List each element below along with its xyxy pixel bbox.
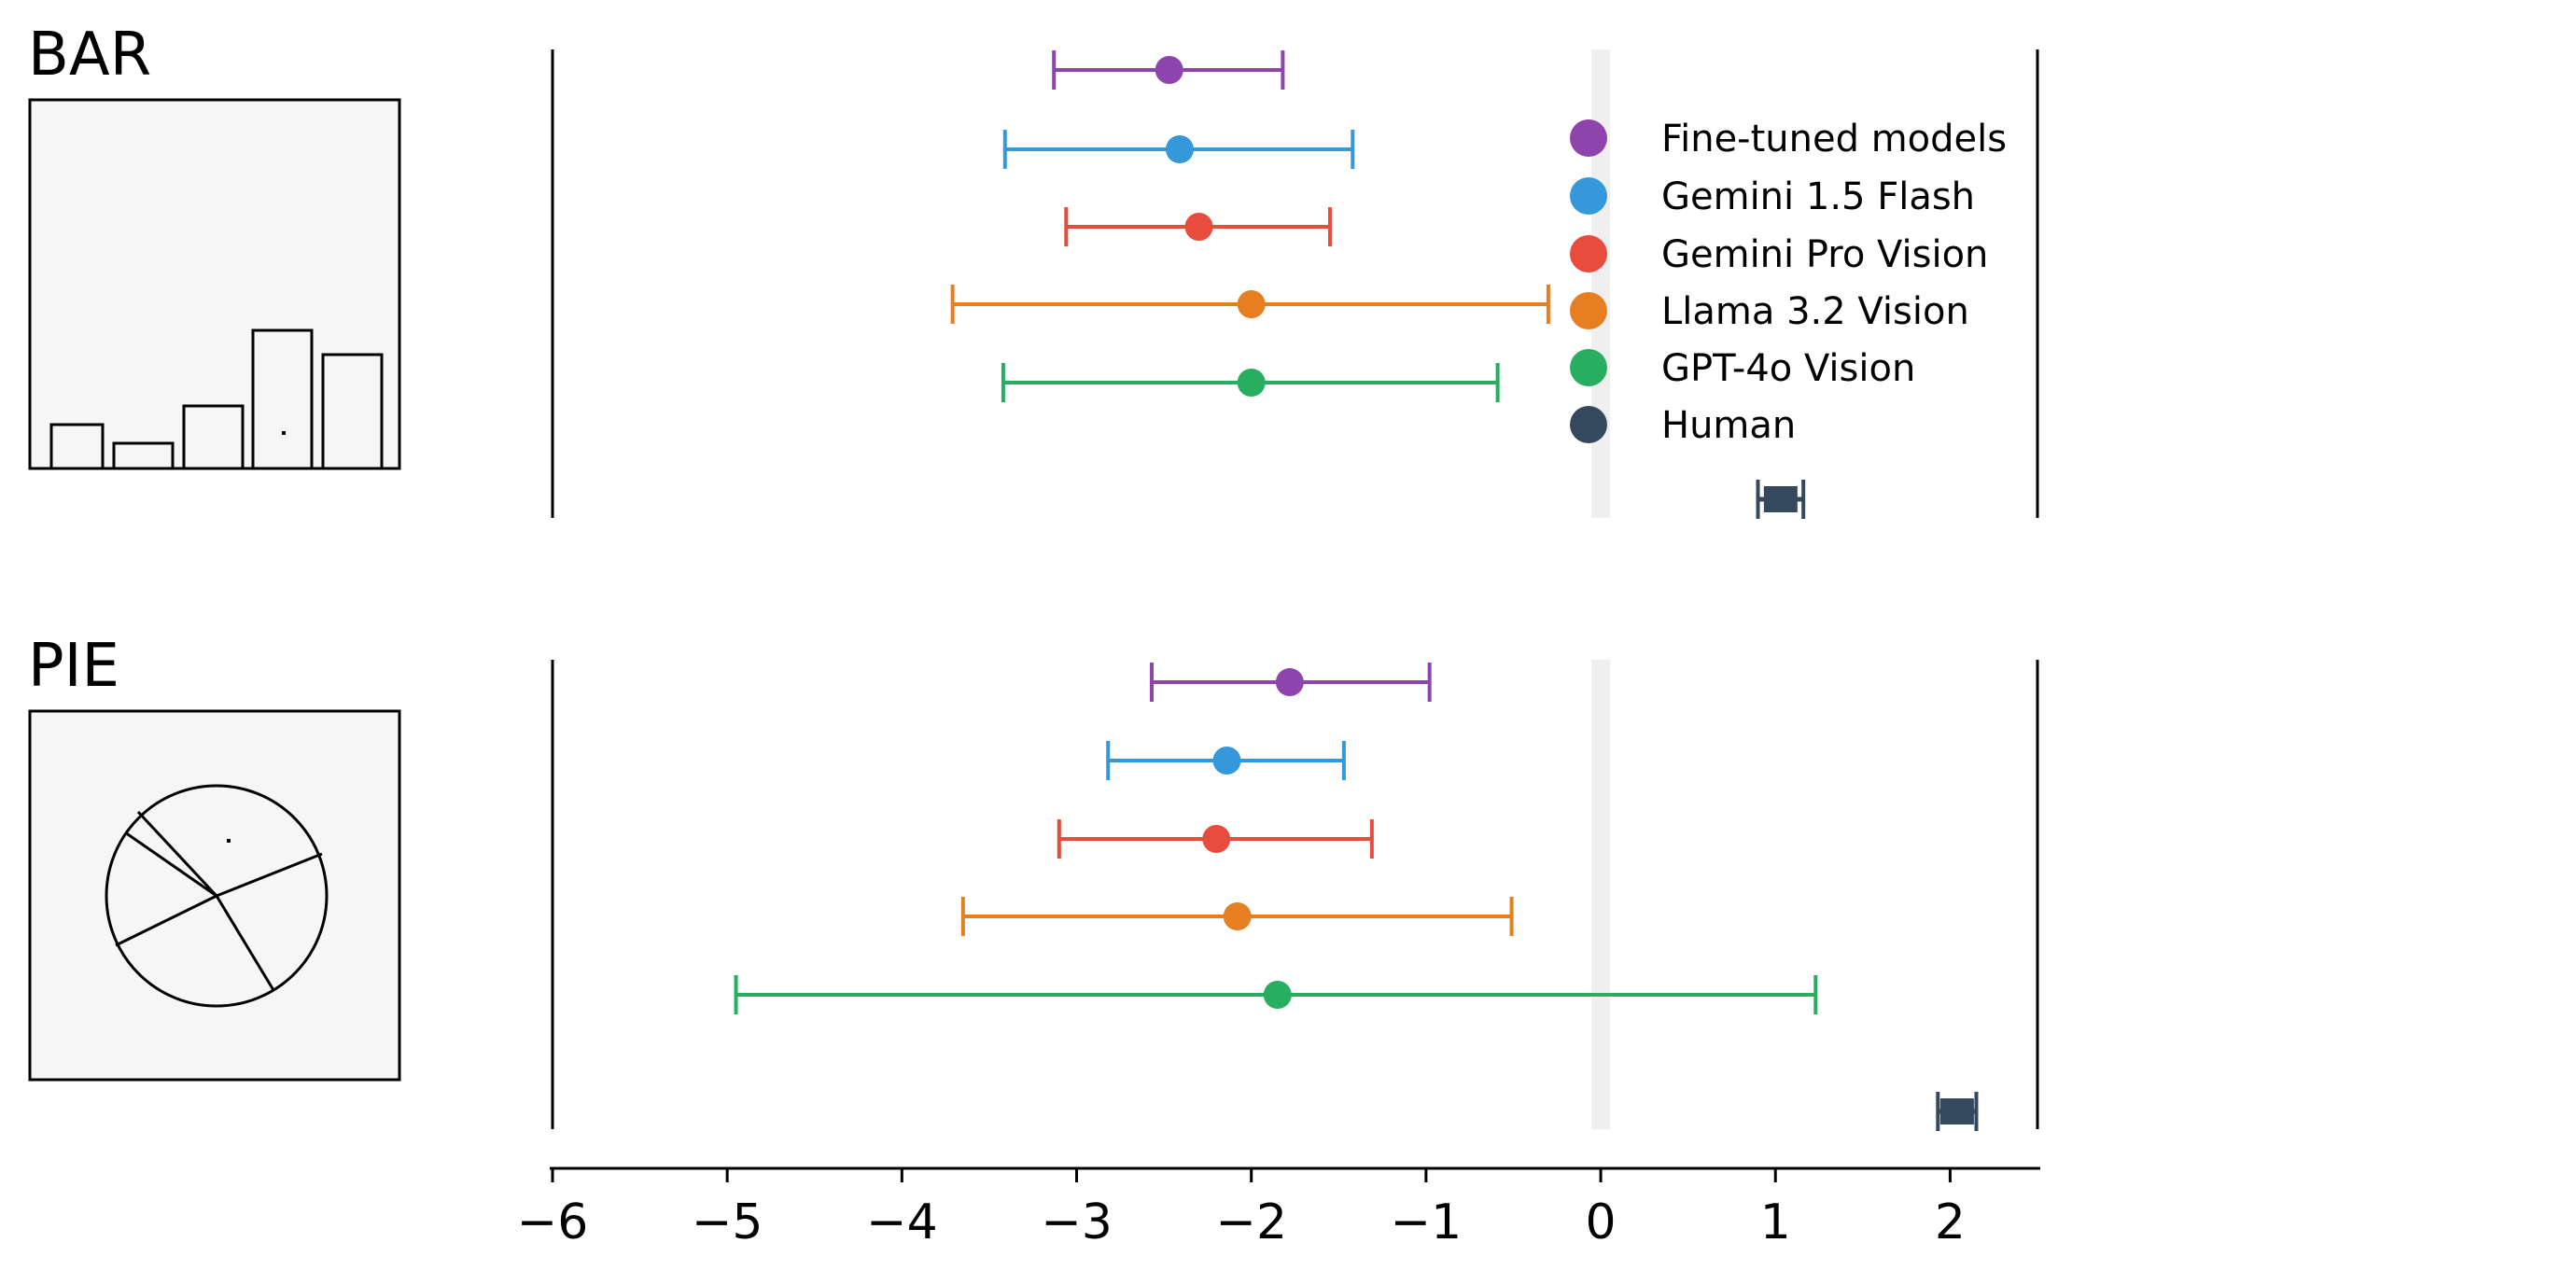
x-tick-label-3: −3 bbox=[1041, 1194, 1113, 1250]
x-tick-label-5: −1 bbox=[1391, 1194, 1463, 1250]
bar-panel-title: BAR bbox=[28, 21, 151, 90]
legend-marker-gemini-1-5-flash bbox=[1570, 177, 1607, 215]
pie-zero-reference-band bbox=[1591, 660, 1611, 1129]
bar-chart-thumbnail-icon bbox=[28, 98, 401, 470]
legend-marker-gemini-pro-vision bbox=[1570, 235, 1607, 272]
pie-gpt-4o-vision-errorbar bbox=[734, 975, 1818, 1014]
bar-llama-3-2-vision-errorbar bbox=[950, 285, 1550, 324]
pie-human-mean-marker bbox=[1939, 1098, 1974, 1124]
pie-chart-thumbnail-icon bbox=[28, 709, 401, 1082]
bar-gemini-1-5-flash-errorbar bbox=[1002, 130, 1355, 169]
legend-marker-gpt-4o-vision bbox=[1570, 349, 1607, 386]
bar-gpt-4o-vision-errorbar bbox=[1001, 363, 1500, 402]
bar-human-errorbar bbox=[1756, 480, 1806, 519]
legend-marker-llama-3-2-vision bbox=[1570, 292, 1607, 329]
bar-fine-tuned-models-errorbar bbox=[1052, 50, 1285, 90]
legend-item-fine-tuned-models: Fine-tuned models bbox=[1570, 118, 2007, 161]
legend-label-gpt-4o-vision: GPT-4o Vision bbox=[1661, 347, 1915, 390]
x-axis: −6 −5 −4 −3 −2 −1 0 1 2 bbox=[517, 1166, 2040, 1250]
x-tick-label-4: −2 bbox=[1215, 1194, 1287, 1250]
pie-gpt-4o-vision-mean-marker bbox=[1263, 981, 1292, 1009]
bar-human-mean-marker bbox=[1763, 486, 1798, 512]
pie-gemini-1-5-flash-errorbar bbox=[1106, 741, 1346, 780]
pie-gemini-pro-vision-mean-marker bbox=[1202, 825, 1231, 853]
bar-panel: BAR bbox=[28, 21, 2039, 519]
x-tick-label-2: −4 bbox=[866, 1194, 938, 1250]
legend-label-llama-3-2-vision: Llama 3.2 Vision bbox=[1661, 290, 1969, 333]
pie-panel-title: PIE bbox=[28, 632, 119, 701]
bar-gemini-1-5-flash-mean-marker bbox=[1165, 135, 1194, 163]
legend-item-gemini-1-5-flash: Gemini 1.5 Flash bbox=[1570, 175, 1975, 218]
x-tick-label-6: 0 bbox=[1586, 1194, 1617, 1250]
bar-gemini-pro-vision-mean-marker bbox=[1184, 213, 1213, 241]
legend-label-gemini-pro-vision: Gemini Pro Vision bbox=[1661, 233, 1988, 276]
legend: Fine-tuned models Gemini 1.5 Flash Gemini … bbox=[1570, 118, 2007, 447]
legend-item-gpt-4o-vision: GPT-4o Vision bbox=[1570, 347, 1915, 390]
legend-item-human: Human bbox=[1570, 404, 1796, 447]
legend-label-gemini-1-5-flash: Gemini 1.5 Flash bbox=[1661, 175, 1975, 218]
x-tick-label-1: −5 bbox=[692, 1194, 763, 1250]
legend-item-llama-3-2-vision: Llama 3.2 Vision bbox=[1570, 290, 1969, 333]
pie-fine-tuned-models-mean-marker bbox=[1275, 668, 1304, 696]
bar-fine-tuned-models-mean-marker bbox=[1155, 56, 1183, 84]
x-tick-label-8: 2 bbox=[1935, 1194, 1966, 1250]
bar-llama-3-2-vision-mean-marker bbox=[1237, 290, 1266, 318]
pie-fine-tuned-models-errorbar bbox=[1150, 663, 1432, 702]
legend-label-human: Human bbox=[1661, 404, 1796, 447]
x-tick-label-7: 1 bbox=[1760, 1194, 1791, 1250]
legend-label-fine-tuned-models: Fine-tuned models bbox=[1661, 118, 2007, 161]
bar-gemini-pro-vision-errorbar bbox=[1064, 207, 1332, 246]
pie-human-errorbar bbox=[1936, 1092, 1979, 1131]
bar-gpt-4o-vision-mean-marker bbox=[1237, 369, 1266, 397]
legend-marker-human bbox=[1570, 406, 1607, 443]
pie-gemini-1-5-flash-mean-marker bbox=[1212, 747, 1241, 775]
pie-gemini-pro-vision-errorbar bbox=[1057, 819, 1374, 859]
legend-marker-fine-tuned-models bbox=[1570, 119, 1607, 157]
pie-panel: PIE bbox=[28, 632, 2039, 1131]
x-tick-label-0: −6 bbox=[517, 1194, 589, 1250]
pie-llama-3-2-vision-mean-marker bbox=[1223, 902, 1252, 930]
legend-item-gemini-pro-vision: Gemini Pro Vision bbox=[1570, 233, 1988, 276]
pie-llama-3-2-vision-errorbar bbox=[960, 897, 1514, 936]
bar-zero-reference-band bbox=[1591, 49, 1611, 518]
